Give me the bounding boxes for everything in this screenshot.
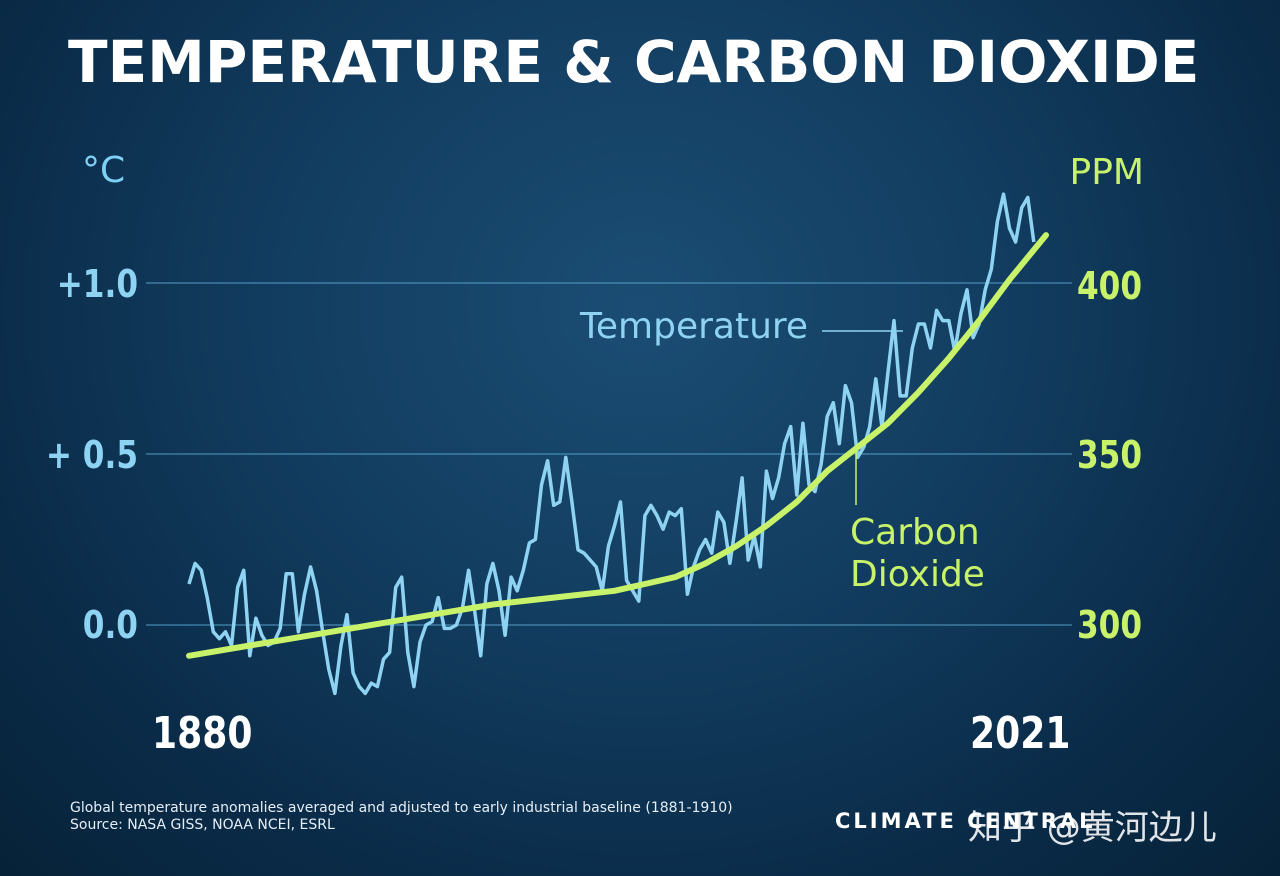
right-tick-label: 400 [1077, 264, 1143, 308]
temperature-series-label: Temperature [580, 306, 809, 347]
footnote: Global temperature anomalies averaged an… [70, 800, 733, 834]
co2-label-line: Carbon [850, 512, 980, 553]
right-tick-label: 350 [1077, 433, 1143, 477]
left-tick-label: + 0.5 [45, 433, 138, 477]
left-tick-label: 0.0 [82, 603, 138, 647]
footnote-line: Global temperature anomalies averaged an… [70, 800, 733, 816]
right-axis-unit: PPM [1069, 152, 1144, 193]
left-axis-unit: °C [82, 150, 126, 191]
brand-logo: CLIMATE CENTRAL [835, 809, 1096, 833]
temperature-line [187, 192, 1036, 696]
co2-label-line: Dioxide [850, 554, 985, 595]
right-tick-label: 300 [1077, 603, 1143, 647]
x-tick-label-start: 1880 [152, 708, 253, 759]
chart-title: TEMPERATURE & CARBON DIOXIDE [68, 28, 1200, 96]
watermark: 知乎 @黄河边儿 [968, 808, 1217, 848]
source-line: Source: NASA GISS, NOAA NCEI, ESRL [70, 817, 335, 833]
x-tick-label-end: 2021 [970, 708, 1071, 759]
left-tick-label: +1.0 [56, 262, 138, 306]
co2-line [186, 232, 1049, 659]
co2-series-label: Carbon Dioxide [850, 512, 985, 596]
